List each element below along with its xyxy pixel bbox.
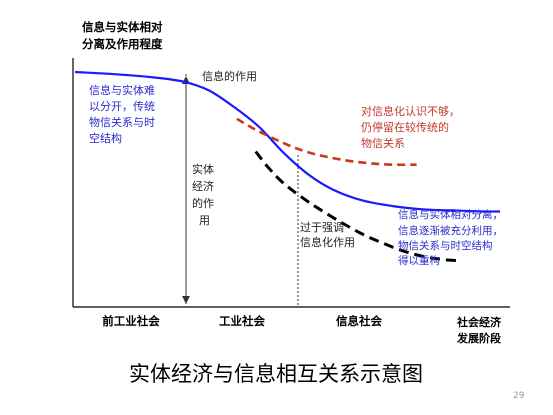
- series-line-red-dashed: [236, 117, 417, 167]
- svg-text:的作: 的作: [192, 196, 214, 210]
- svg-text:空结构: 空结构: [89, 131, 122, 145]
- svg-text:对信息化认识不够，: 对信息化认识不够，: [361, 104, 460, 118]
- svg-text:信息与实体相对分离，: 信息与实体相对分离，: [398, 208, 503, 221]
- svg-text:得以重构: 得以重构: [398, 254, 440, 267]
- svg-text:物信关系: 物信关系: [361, 136, 405, 150]
- annotation-separated: 信息与实体相对分离， 信息逐渐被充分利用， 物信关系与时空结构 得以重构: [398, 208, 503, 267]
- annotation-info-role: 信息的作用: [202, 69, 257, 83]
- series-line-black-dashed: [254, 150, 458, 263]
- svg-text:以分开，传统: 以分开，传统: [89, 100, 155, 113]
- chart-title: 实体经济与信息相互关系示意图: [129, 362, 423, 386]
- svg-text:物信关系与时空结构: 物信关系与时空结构: [398, 239, 493, 252]
- annotation-real-economy: 实体 经济 的作 用: [192, 162, 214, 227]
- svg-text:过于强调: 过于强调: [300, 221, 344, 234]
- svg-text:经济: 经济: [192, 179, 214, 193]
- annotation-underestimate: 对信息化认识不够， 仍停留在较传统的 物信关系: [361, 104, 460, 150]
- page-number: 29: [513, 391, 525, 401]
- stage-label-industrial: 工业社会: [219, 314, 265, 328]
- x-axis-label-line-2: 发展阶段: [456, 331, 501, 345]
- series-line-main: [74, 70, 501, 213]
- svg-text:用: 用: [199, 214, 210, 227]
- svg-text:实体: 实体: [192, 162, 214, 176]
- svg-text:信息逐渐被充分利用，: 信息逐渐被充分利用，: [398, 224, 503, 237]
- svg-text:仍停留在较传统的: 仍停留在较传统的: [361, 120, 449, 134]
- annotation-hard-separate: 信息与实体难 以分开，传统 物信关系与时 空结构: [89, 83, 155, 145]
- x-axis-label-line-1: 社会经济: [456, 315, 502, 329]
- svg-text:物信关系与时: 物信关系与时: [89, 115, 155, 129]
- y-axis-label-line-1: 信息与实体相对: [82, 20, 163, 34]
- svg-text:信息与实体难: 信息与实体难: [89, 83, 155, 97]
- annotation-overemphasis: 过于强调 信息化作用: [300, 221, 355, 249]
- svg-text:信息的作用: 信息的作用: [202, 69, 257, 83]
- stage-label-information: 信息社会: [336, 314, 382, 328]
- stage-label-preindustrial: 前工业社会: [102, 314, 160, 328]
- y-axis-label-line-2: 分离及作用程度: [82, 37, 163, 51]
- svg-text:信息化作用: 信息化作用: [300, 235, 355, 249]
